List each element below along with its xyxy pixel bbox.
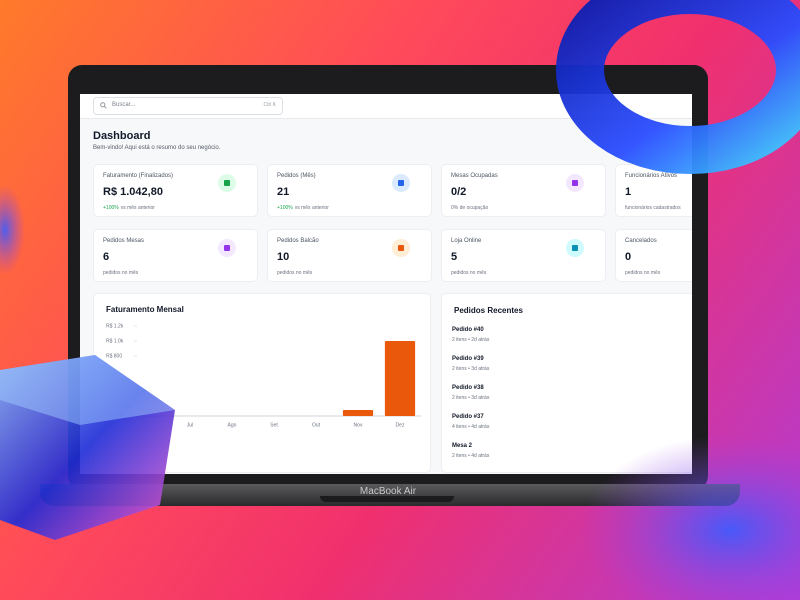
stat-icon	[566, 239, 584, 257]
stat-value: R$ 1.042,80	[103, 186, 163, 198]
stat-value: 0	[625, 251, 632, 263]
stat-value: 0/2	[451, 186, 467, 198]
y-tick-label: R$ 1.2k	[106, 323, 124, 329]
screen: Buscar... Ctrl K Dashboard Bem-vindo! Aq…	[80, 94, 692, 474]
stat-card: Loja Online 5 pedidos no mês	[441, 229, 606, 282]
stat-label: Pedidos Mesas	[103, 238, 145, 244]
bar	[342, 410, 374, 416]
search-input[interactable]: Buscar... Ctrl K	[93, 97, 283, 115]
stat-label: Pedidos Balcão	[277, 238, 319, 244]
order-name: Pedido #39	[452, 356, 484, 362]
stat-card: Cancelados 0 pedidos no mês	[615, 229, 692, 282]
stat-icon	[566, 174, 584, 192]
order-detail: 2 itens • 2d atrás	[452, 337, 490, 343]
search-icon	[100, 102, 107, 109]
chart-panel: Faturamento Mensal R$ 800 R$ 1.0k R$ 1.2k J…	[93, 293, 431, 473]
stat-label: Funcionários Ativos	[625, 173, 678, 179]
order-name: Pedido #37	[452, 414, 484, 420]
stat-icon-glyph	[224, 180, 230, 186]
y-tick-label: R$ 800	[106, 353, 122, 359]
stat-label: Pedidos (Mês)	[277, 173, 316, 179]
orders-panel: Pedidos Recentes Pedido #40 2 itens • 2d …	[441, 293, 692, 473]
stat-note: +100% vs mês anterior	[277, 205, 329, 211]
stat-change: +100%	[103, 205, 119, 211]
stat-label: Faturamento (Finalizados)	[103, 173, 174, 179]
stat-note-text: vs mês anterior	[294, 205, 329, 211]
stat-note: +100% vs mês anterior	[103, 205, 155, 211]
stat-note: pedidos no mês	[277, 270, 312, 276]
blur-blob	[0, 185, 25, 275]
laptop-notch	[320, 496, 454, 502]
stat-icon	[218, 174, 236, 192]
stat-note-text: vs mês anterior	[120, 205, 155, 211]
order-detail: 4 itens • 4d atrás	[452, 424, 490, 430]
order-detail: 2 itens • 4d atrás	[452, 453, 490, 459]
stat-label: Cancelados	[625, 238, 657, 244]
x-tick-label: Jul	[187, 422, 193, 428]
x-tick-label: Dez	[396, 422, 405, 428]
stat-value: 6	[103, 251, 110, 263]
x-tick-label: Nov	[354, 422, 363, 428]
stat-note-text: pedidos no mês	[103, 270, 139, 276]
stat-change: +100%	[277, 205, 293, 211]
stat-card: Mesas Ocupadas 0/2 0% de ocupação	[441, 164, 606, 217]
stat-note: 0% de ocupação	[451, 205, 488, 211]
stat-note: pedidos no mês	[103, 270, 138, 276]
stat-icon	[218, 239, 236, 257]
chart-title: Faturamento Mensal	[106, 305, 184, 314]
stat-icon-glyph	[224, 245, 230, 251]
orders-title: Pedidos Recentes	[454, 306, 523, 315]
stat-note: pedidos no mês	[451, 270, 486, 276]
stat-icon-glyph	[572, 180, 578, 186]
stat-value: 10	[277, 251, 290, 263]
stat-note-text: pedidos no mês	[451, 270, 487, 276]
stat-note-text: pedidos no mês	[277, 270, 313, 276]
order-name: Pedido #40	[452, 327, 484, 333]
stat-label: Mesas Ocupadas	[451, 173, 498, 179]
stat-card: Pedidos Mesas 6 pedidos no mês	[93, 229, 258, 282]
stat-note-text: funcionários cadastrados	[625, 205, 681, 211]
stat-icon-glyph	[398, 245, 404, 251]
x-tick-label: Set	[270, 422, 278, 428]
stat-card: Faturamento (Finalizados) R$ 1.042,80 +100…	[93, 164, 258, 217]
stat-label: Loja Online	[451, 238, 482, 244]
stat-value: 1	[625, 186, 632, 198]
stat-card: Pedidos Balcão 10 pedidos no mês	[267, 229, 432, 282]
stat-note: funcionários cadastrados	[625, 205, 681, 211]
stat-card: Pedidos (Mês) 21 +100% vs mês anterior	[267, 164, 432, 217]
stat-note-text: 0% de ocupação	[451, 205, 489, 211]
x-tick-label: Ago	[228, 422, 237, 428]
top-bar: Buscar... Ctrl K	[80, 94, 692, 119]
x-tick-label: Out	[312, 422, 321, 428]
order-name: Mesa 2	[452, 443, 473, 449]
stat-note: pedidos no mês	[625, 270, 660, 276]
stat-note-text: pedidos no mês	[625, 270, 661, 276]
stat-card: Funcionários Ativos 1 funcionários cadastr…	[615, 164, 692, 217]
stat-icon-glyph	[398, 180, 404, 186]
bar	[384, 341, 416, 416]
laptop-brand: MacBook Air	[359, 486, 417, 497]
stat-icon-glyph	[572, 245, 578, 251]
page-title: Dashboard	[93, 130, 151, 142]
order-detail: 2 itens • 3d atrás	[452, 366, 490, 372]
order-detail: 2 itens • 3d atrás	[452, 395, 490, 401]
search-shortcut: Ctrl K	[263, 102, 277, 108]
search-placeholder: Buscar...	[112, 102, 136, 108]
y-tick-label: R$ 1.0k	[106, 338, 124, 344]
laptop-base	[40, 484, 740, 506]
stat-icon	[392, 239, 410, 257]
stat-value: 5	[451, 251, 458, 263]
chart: Faturamento Mensal R$ 800 R$ 1.0k R$ 1.2k J…	[106, 305, 421, 428]
stat-icon	[392, 174, 410, 192]
order-name: Pedido #38	[452, 385, 484, 391]
stat-value: 21	[277, 186, 290, 198]
page-subtitle: Bem-vindo! Aqui está o resumo do seu neg…	[93, 145, 221, 151]
